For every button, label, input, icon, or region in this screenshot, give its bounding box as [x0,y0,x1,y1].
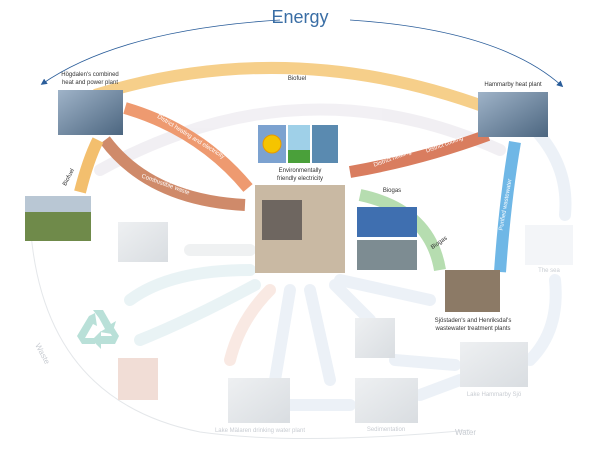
flow-arrow [95,68,488,108]
faded-image [525,225,573,265]
bus-image [357,207,417,237]
node-label: Environmentally [279,168,322,174]
node-label: Hammarby heat plant [484,82,542,88]
hammarby-image [478,92,548,137]
node-label: friendly electricity [277,176,323,182]
node-label: The sea [538,268,560,274]
faded-image [118,358,158,400]
treatment-image [445,270,500,312]
cycle-label: Water [455,428,476,437]
water-image [312,125,338,163]
title: Energy [271,7,328,27]
faded-image [118,222,168,262]
faded-image [355,378,418,423]
bus-image [357,240,417,270]
node-label: Högdalen's combined [61,72,119,78]
node-label: heat and power plant [62,80,118,86]
cycle-label: Waste [33,342,52,366]
flow-arrow [80,140,98,192]
faded-image [355,318,395,358]
grass [288,150,310,163]
node-label: Lake Hammarby Sjö [467,392,522,398]
node-label: Lake Mälaren drinking water plant [215,428,305,434]
faded-image [460,342,528,387]
flow-label: Biofuel [288,76,306,82]
faded-image [228,378,290,423]
flow-arrow [350,135,488,172]
hogdalen-image [58,90,123,135]
sky [25,196,91,212]
flow-label: Biofuel [62,168,76,187]
node-label: wastewater treatment plants [434,326,510,332]
flow-arrow [105,140,245,205]
diagram: Energy Högdalen's combined heat and powe… [0,0,600,446]
node-label: Sjöstaden's and Henriksdal's [435,318,512,324]
sun [263,135,281,153]
node-label: Sedimentation [367,427,405,433]
flow-label: Biogas [383,188,401,194]
recycle-symbol [77,310,119,349]
balcony [262,200,302,240]
